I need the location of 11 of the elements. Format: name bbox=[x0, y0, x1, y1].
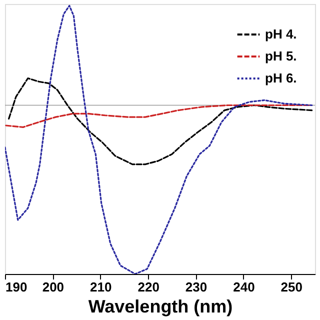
legend-label: pH 5. bbox=[265, 48, 297, 64]
x-tick-label: 210 bbox=[90, 280, 112, 294]
x-axis-title: Wavelength (nm) bbox=[88, 296, 233, 316]
x-tick-label: 190 bbox=[6, 280, 28, 294]
legend-label: pH 6. bbox=[265, 70, 297, 86]
x-tick-label: 230 bbox=[185, 280, 208, 294]
x-tick-label: 250 bbox=[280, 280, 303, 294]
x-tick-label: 200 bbox=[42, 280, 64, 294]
x-tick-label: 220 bbox=[138, 280, 160, 294]
x-tick-label: 240 bbox=[233, 280, 255, 294]
legend-label: pH 4. bbox=[265, 26, 297, 42]
